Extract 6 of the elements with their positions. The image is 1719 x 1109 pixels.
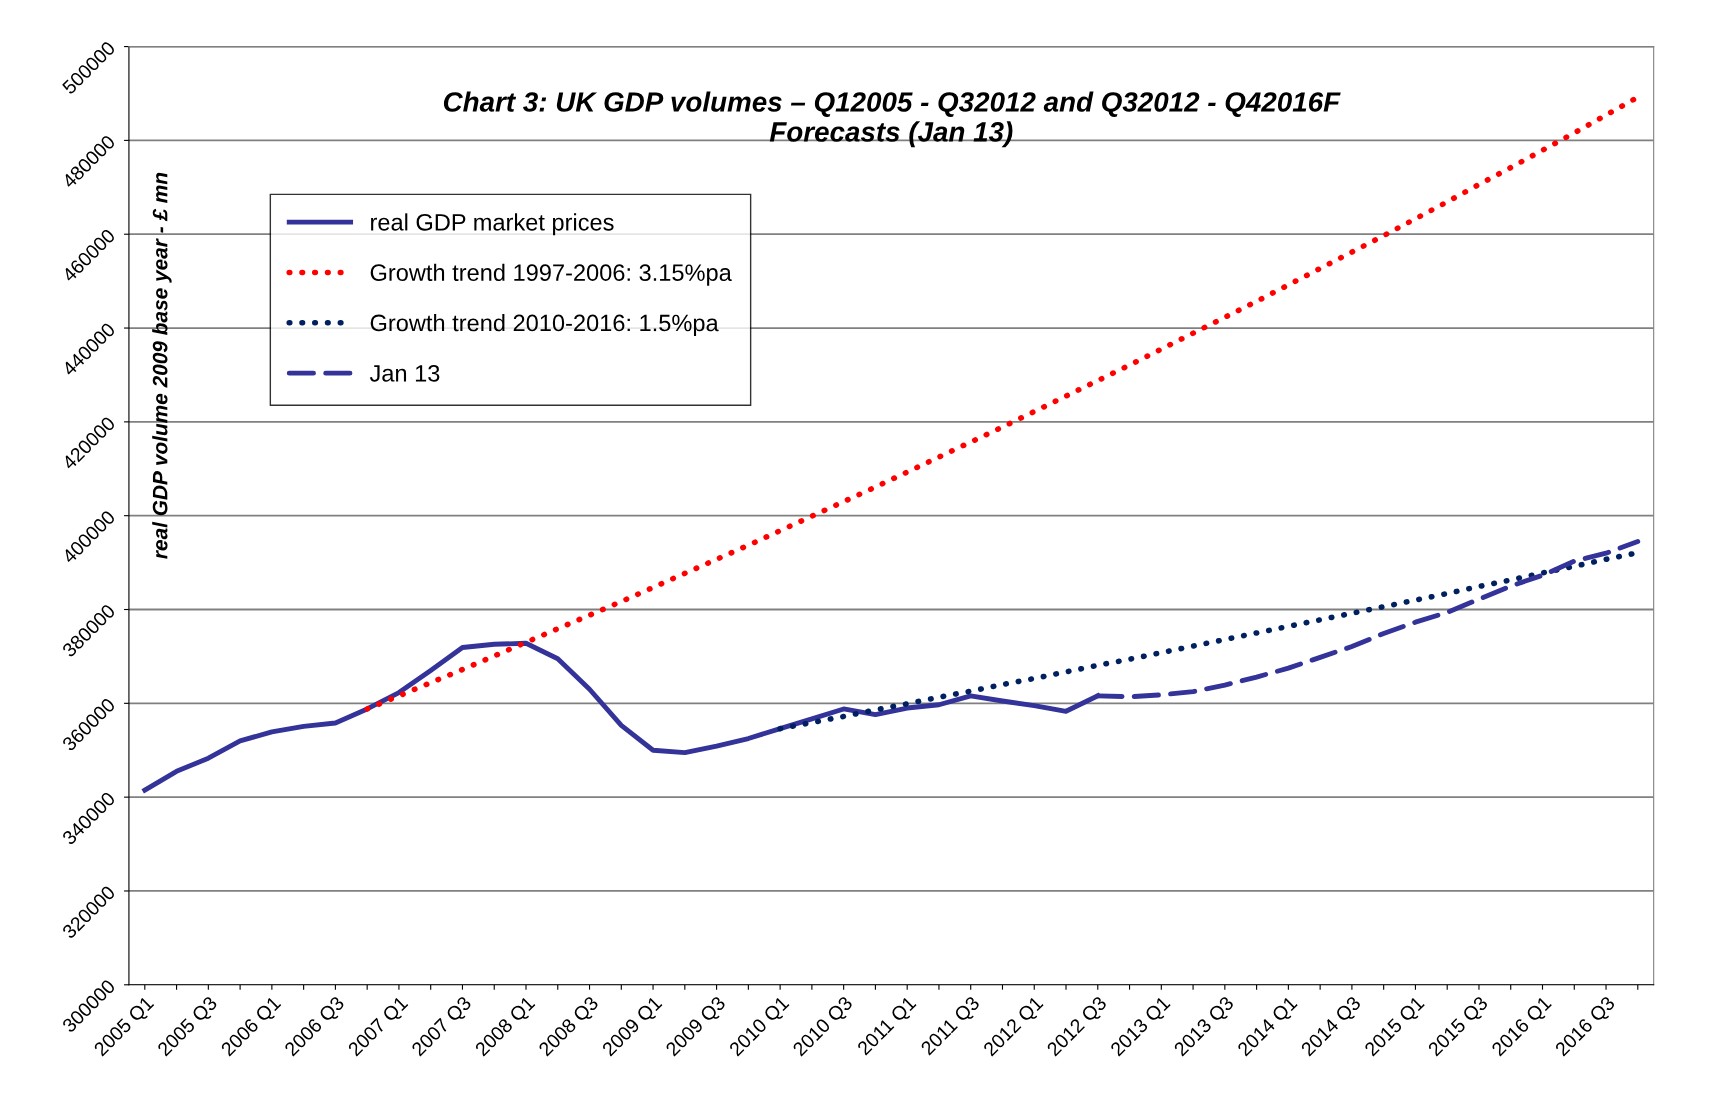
text: Chart 3: UK GDP volumes – Q12005 - Q32012 and Q32012 - Q42016F Forecasts (Jan 13) (443, 91, 1341, 148)
legend-label: Growth trend 2010-2016: 1.5%pa (370, 314, 719, 337)
legend-label: real GDP market prices (371, 213, 614, 236)
legend-label: Jan 13 (369, 364, 440, 382)
legend-label: Growth trend 1997-2006: 3.15%pa (370, 263, 732, 286)
y-axis-title: real GDP volume 2009 base year - £ mn (152, 172, 172, 559)
